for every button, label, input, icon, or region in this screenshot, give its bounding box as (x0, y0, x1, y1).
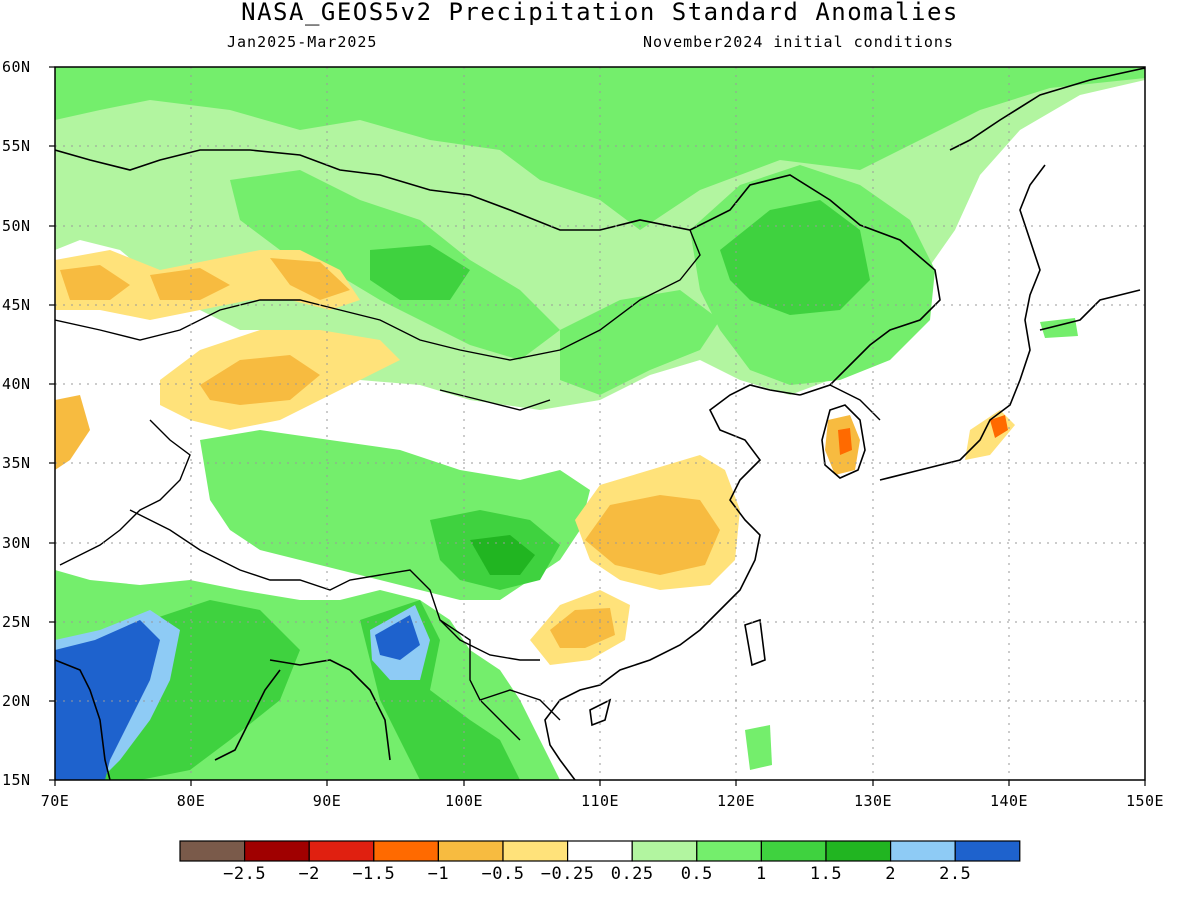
lon-tick-label: 130E (853, 792, 893, 810)
lon-tick-label: 140E (989, 792, 1029, 810)
lat-tick-label: 30N (2, 534, 31, 552)
west-dry-edge (55, 395, 90, 470)
east-china-dry-core (585, 495, 720, 575)
chart-title: NASA_GEOS5v2 Precipitation Standard Anom… (241, 0, 959, 26)
lat-tick-label: 45N (2, 296, 31, 314)
colorbar-label: −1 (427, 864, 450, 884)
india-darkblue-region (55, 620, 160, 780)
lat-tick-label: 40N (2, 375, 31, 393)
korea-dry-core (838, 428, 852, 455)
colorbar-swatch (373, 840, 439, 862)
lon-tick-label: 90E (312, 792, 342, 810)
period-subtitle: Jan2025-Mar2025 (227, 33, 378, 51)
colorbar-label: 1.5 (809, 864, 843, 884)
lon-tick-label: 150E (1125, 792, 1165, 810)
axis-ticks (49, 66, 1146, 786)
coastlines (55, 67, 1145, 780)
colorbar-swatch (954, 840, 1021, 862)
colorbar-swatch (566, 840, 633, 862)
colorbar-label: 2 (885, 864, 896, 884)
colorbar-label: −0.5 (481, 864, 525, 884)
lat-tick-label: 60N (2, 58, 31, 76)
kazakh-dry-core (60, 258, 350, 300)
colorbar-swatch (244, 840, 310, 862)
init-conditions-subtitle: November2024 initial conditions (643, 33, 954, 51)
lon-tick-label: 70E (40, 792, 70, 810)
lon-tick-label: 100E (444, 792, 484, 810)
lat-tick-label: 50N (2, 217, 31, 235)
gridlines (55, 67, 1145, 780)
colorbar-swatch (308, 840, 375, 862)
colorbar-swatch (437, 840, 504, 862)
taiwan-wet (745, 725, 772, 770)
colorbar-label: −0.25 (540, 864, 595, 884)
colorbar-label: −1.5 (352, 864, 396, 884)
colorbar-swatch (825, 840, 892, 862)
lat-tick-label: 15N (2, 771, 31, 789)
myanmar-darkblue (375, 615, 420, 660)
lat-tick-label: 25N (2, 613, 31, 631)
sichuan-wet-inner (470, 535, 535, 575)
colorbar-swatch (631, 840, 698, 862)
colorbar-swatch (502, 840, 569, 862)
colorbar-label: 2.5 (939, 864, 972, 884)
lat-tick-label: 35N (2, 454, 31, 472)
colorbar-label: 0.25 (610, 864, 654, 884)
lon-tick-label: 110E (580, 792, 620, 810)
lon-tick-label: 120E (716, 792, 756, 810)
japan-dry-core (990, 415, 1008, 438)
northeast-china-core (720, 200, 870, 315)
south-china-dry-core (550, 608, 615, 648)
colorbar-swatch (696, 840, 762, 862)
colorbar-label: −2.5 (223, 864, 267, 884)
colorbar-swatch (179, 840, 246, 862)
colorbar-swatch (889, 840, 956, 862)
colorbar-label: 1 (756, 864, 767, 884)
lon-tick-label: 80E (176, 792, 206, 810)
colorbar-swatch (760, 840, 827, 862)
country-borders (55, 229, 881, 741)
tarim-dry-core (200, 355, 320, 405)
lat-tick-label: 55N (2, 137, 31, 155)
north-green-core (370, 245, 470, 300)
colorbar-label: 0.5 (680, 864, 713, 884)
colorbar-label: −2 (298, 864, 320, 884)
lat-tick-label: 20N (2, 692, 31, 710)
